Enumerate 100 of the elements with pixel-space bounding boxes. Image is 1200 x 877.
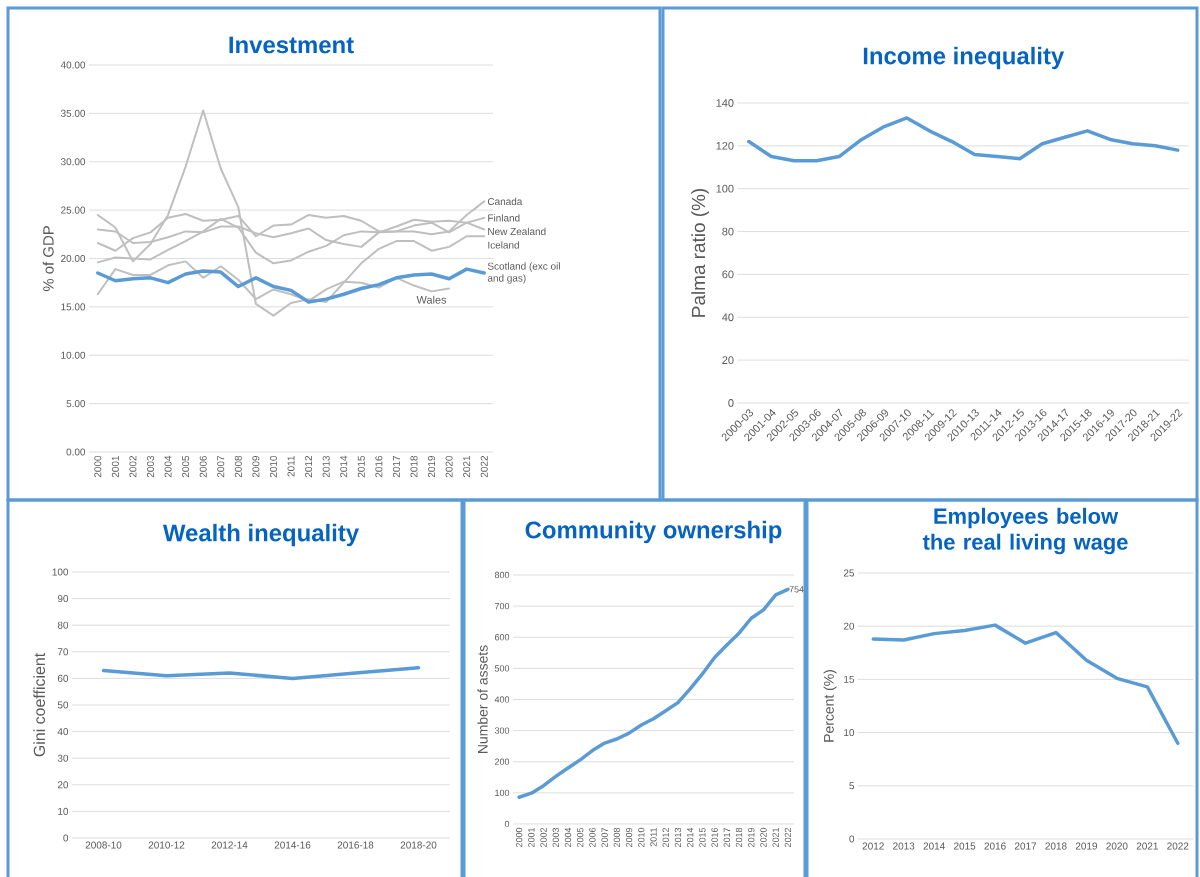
x-tick-label: 2000 (94, 455, 102, 478)
x-tick-label: 2011 (287, 455, 295, 477)
x-tick-label: 2012 (305, 456, 313, 478)
x-tick-label: 2008 (613, 827, 621, 847)
y-tick-label: 5 (849, 782, 855, 790)
x-tick-label: 2014 (340, 455, 348, 478)
y-tick-label: 50 (57, 701, 69, 709)
x-tick-label: 2010 (269, 455, 277, 478)
x-tick-label: 2018 (410, 455, 418, 478)
x-tick-label: 2014 (923, 842, 945, 850)
y-tick-label: 0 (504, 820, 510, 828)
y-tick-label: 0 (728, 399, 734, 407)
x-tick-label: 2008 (234, 455, 242, 478)
x-tick-label: 2001 (111, 455, 119, 478)
x-tick-label: 2004 (164, 455, 172, 478)
y-tick-label: 40.00 (60, 61, 86, 69)
x-tick-label: 2001 (528, 827, 535, 847)
y-axis-title: Gini coefficient (33, 652, 46, 757)
x-tick-label: 2016-18 (337, 841, 374, 849)
y-tick-label: 10.00 (61, 351, 86, 359)
x-tick-label: 2006 (589, 827, 596, 847)
y-tick-label: 700 (494, 602, 510, 610)
y-tick-label: 20 (722, 356, 734, 365)
x-tick-label: 2019 (428, 455, 436, 478)
y-tick-label: 500 (494, 665, 510, 672)
line-series (96, 267, 486, 304)
x-tick-label: 2012 (662, 827, 669, 847)
x-tick-label: 2002 (129, 456, 137, 478)
x-tick-label: 2015 (357, 455, 365, 478)
y-tick-label: 60 (57, 674, 69, 682)
y-tick-label: 30 (57, 754, 69, 762)
y-axis-title: % of GDP (42, 226, 54, 292)
x-tick-label: 2006 (199, 455, 207, 478)
x-tick-label: 2018 (735, 827, 743, 847)
data-label: 754 (789, 586, 804, 593)
y-tick-label: 100 (52, 568, 69, 576)
y-tick-label: 120 (716, 141, 734, 150)
x-tick-label: 2002 (540, 827, 547, 847)
y-tick-label: 15.00 (61, 303, 86, 311)
x-tick-label: 2020 (1106, 842, 1128, 850)
series-label: Finland (488, 214, 520, 222)
line-series (747, 116, 1180, 163)
series-label: New Zealand (488, 227, 546, 236)
x-tick-label: 2003 (552, 827, 559, 847)
x-tick-label: 2003 (146, 455, 155, 478)
y-tick-label: 70 (57, 648, 69, 656)
y-tick-label: 20 (57, 781, 69, 789)
line-series (517, 587, 790, 799)
x-tick-label: 2018-20 (400, 841, 437, 849)
y-tick-label: 10 (844, 729, 855, 737)
x-tick-label: 2014-16 (274, 841, 311, 849)
series-label: Scotland (exc oil and gas) (487, 262, 560, 284)
y-tick-label: 100 (716, 184, 734, 193)
x-tick-label: 2000 (515, 827, 523, 847)
x-tick-label: 2014 (686, 827, 694, 847)
x-tick-label: 2017 (392, 456, 400, 478)
x-tick-label: 2020 (760, 827, 767, 847)
x-tick-label: 2017 (723, 827, 730, 847)
x-tick-label: 2005 (577, 827, 584, 847)
chart-title: Community ownership (525, 520, 782, 544)
y-axis-title: Palma ratio (%) (691, 188, 709, 317)
y-tick-label: 25 (843, 569, 855, 577)
series-label: Canada (487, 197, 523, 206)
x-tick-label: 2013 (674, 827, 682, 847)
x-tick-label: 2020 (445, 455, 453, 478)
y-tick-label: 0.00 (66, 448, 86, 456)
y-tick-label: 600 (494, 634, 510, 641)
y-tick-label: 25.00 (61, 206, 86, 214)
x-tick-label: 2019 (748, 827, 755, 847)
line-series (871, 623, 1180, 745)
y-tick-label: 15 (844, 675, 855, 683)
x-tick-label: 2004 (564, 827, 572, 847)
x-tick-label: 2012 (862, 842, 884, 850)
line-series (96, 109, 486, 317)
x-tick-label: 2012-14 (211, 841, 248, 849)
x-tick-label: 2010 (638, 827, 645, 847)
x-tick-label: 2009 (252, 455, 260, 478)
y-tick-label: 20 (843, 622, 855, 630)
x-tick-label: 2005 (182, 455, 190, 478)
y-tick-label: 35.00 (60, 109, 86, 117)
x-tick-label: 2010-12 (148, 841, 185, 849)
x-tick-label: 2019 (1075, 842, 1098, 850)
y-axis-title: Percent (%) (823, 670, 837, 742)
x-tick-label: 2016 (711, 827, 718, 847)
x-tick-label: 2007 (601, 827, 608, 847)
x-tick-label: 2018 (1045, 842, 1067, 850)
x-tick-label: 2016 (375, 455, 383, 478)
x-tick-label: 2009 (625, 827, 633, 847)
y-tick-label: 80 (57, 621, 69, 629)
x-tick-label: 2008-10 (85, 841, 122, 849)
y-tick-label: 400 (494, 696, 510, 703)
x-tick-label: 2021 (463, 455, 471, 478)
x-tick-label: 2015 (954, 842, 976, 850)
series-label: Wales (416, 295, 447, 304)
x-tick-label: 2007 (217, 456, 225, 478)
y-tick-label: 30.00 (60, 158, 86, 166)
y-tick-label: 10 (58, 807, 69, 815)
y-tick-label: 40 (57, 728, 69, 736)
chart-title: Wealth inequality (162, 523, 359, 547)
x-tick-label: 2022 (1167, 842, 1189, 850)
